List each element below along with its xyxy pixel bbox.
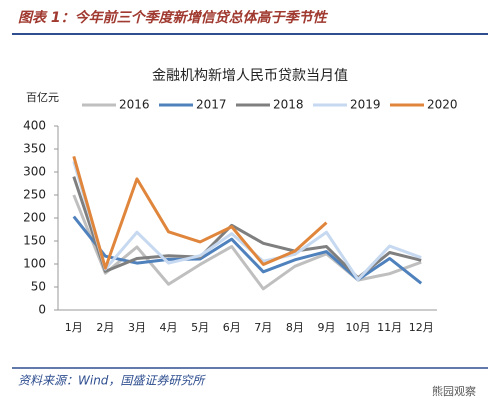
x-tick-label: 5月 xyxy=(191,321,209,334)
series-line xyxy=(72,155,328,270)
legend-label: 2020 xyxy=(427,98,458,112)
x-tick-label: 6月 xyxy=(223,321,241,334)
y-axis-label: 百亿元 xyxy=(26,91,59,104)
series-line xyxy=(72,176,422,280)
x-tick-label: 2月 xyxy=(96,321,114,334)
x-tick-label: 3月 xyxy=(128,321,146,334)
series-line xyxy=(72,194,422,291)
x-tick-label: 7月 xyxy=(254,321,272,334)
legend-label: 2016 xyxy=(119,98,150,112)
y-tick-label: 300 xyxy=(23,165,46,179)
legend-label: 2018 xyxy=(273,98,304,112)
x-tick-label: 12月 xyxy=(409,321,434,334)
source: 资料来源：Wind，国盛证券研究所 xyxy=(18,374,206,388)
series-line xyxy=(72,215,423,285)
y-tick-label: 250 xyxy=(23,188,46,202)
x-tick-label: 10月 xyxy=(346,321,371,334)
y-tick-label: 350 xyxy=(23,142,46,156)
x-tick-label: 11月 xyxy=(377,321,402,334)
watermark: 熊园观察 xyxy=(432,384,476,398)
x-tick-label: 9月 xyxy=(317,321,335,334)
x-tick-label: 8月 xyxy=(286,321,304,334)
y-tick-label: 400 xyxy=(23,119,46,133)
header-title: 图表 1：今年前三个季度新增信贷总体高于季节性 xyxy=(18,9,329,26)
legend-label: 2017 xyxy=(196,98,227,112)
x-tick-label: 1月 xyxy=(65,321,83,334)
chart-title: 金融机构新增人民币贷款当月值 xyxy=(152,68,348,84)
y-tick-label: 50 xyxy=(31,280,46,294)
y-tick-label: 150 xyxy=(23,234,46,248)
legend-label: 2019 xyxy=(350,98,381,112)
y-tick-label: 0 xyxy=(38,303,46,317)
y-tick-label: 100 xyxy=(23,257,46,271)
x-tick-label: 4月 xyxy=(160,321,178,334)
y-tick-label: 200 xyxy=(23,211,46,225)
